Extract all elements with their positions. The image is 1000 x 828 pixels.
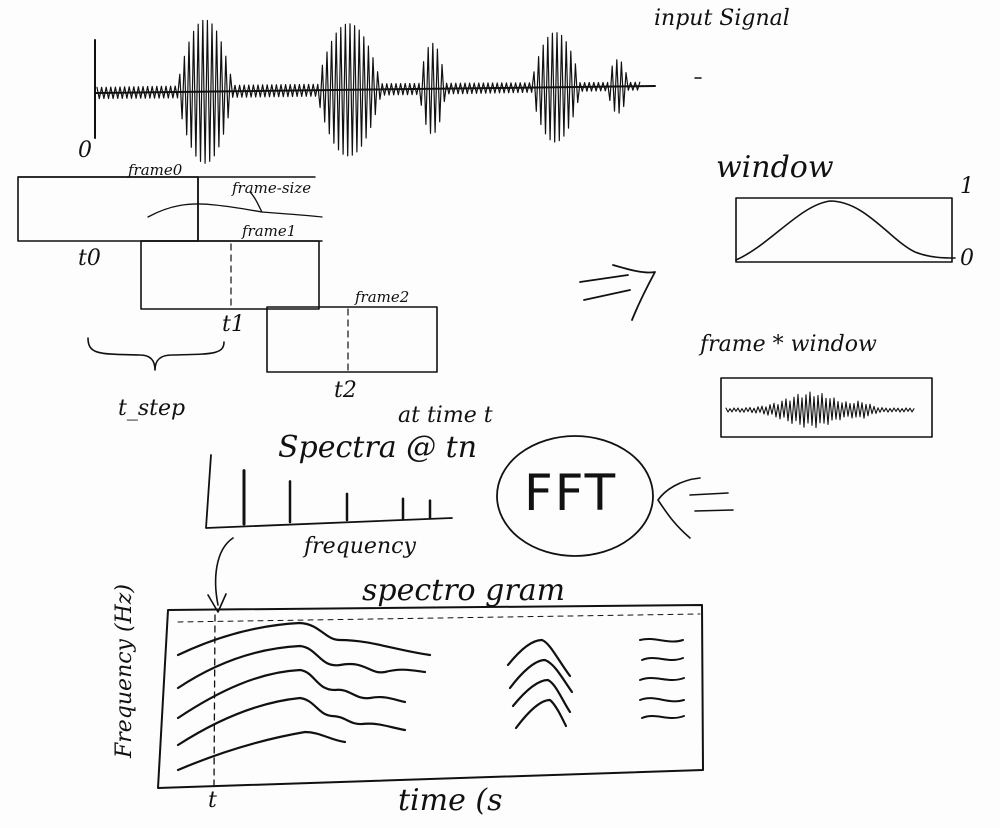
fft-group	[496, 435, 734, 557]
frame0-box	[17, 176, 199, 242]
pointer-head	[207, 593, 227, 613]
spectrogram-harmonic	[176, 696, 407, 747]
window-zero-label: 0	[960, 246, 974, 271]
spectrogram-tone	[639, 697, 685, 703]
arrow-line-lower	[583, 289, 631, 301]
spectra-axes	[205, 454, 453, 529]
window-one-label: 1	[960, 174, 974, 199]
frequency-hz-axis-label: Frequency (Hz)	[112, 584, 137, 758]
t-step-label: t_step	[118, 396, 186, 421]
frame-size-pointer	[249, 191, 263, 213]
window-label: window	[716, 150, 834, 185]
t2-label: t2	[334, 378, 357, 403]
input-signal-label: input Signal	[654, 6, 790, 31]
arrow-to-window	[579, 264, 656, 321]
arrow-head	[612, 264, 656, 321]
frame-size-label: frame-size	[232, 179, 312, 197]
frame0-label: frame0	[128, 161, 183, 179]
spectrogram-tone	[639, 638, 684, 643]
at-time-t-label: at time t	[398, 403, 493, 428]
fft-input-arrowhead	[657, 477, 701, 539]
t-step-brace	[87, 337, 225, 371]
time-t-marker-line	[213, 614, 216, 786]
frame1-label: frame1	[242, 222, 297, 240]
fft-input-line-1	[689, 492, 729, 496]
frame-times-window-label: frame * window	[700, 332, 877, 357]
spectrogram-harmonic	[176, 621, 432, 657]
signal-waveform	[96, 19, 641, 164]
spectrogram-harmonic	[176, 644, 427, 690]
spectrogram-tone	[641, 715, 685, 719]
spectrogram-harmonic	[176, 730, 347, 772]
t-marker-label: t	[208, 788, 217, 813]
spectrogram-chirp	[514, 698, 568, 730]
frame2-label: frame2	[355, 288, 410, 306]
window-curve	[735, 200, 956, 261]
input-signal-plot	[94, 19, 702, 164]
spectrogram-harmonic	[176, 668, 407, 720]
frame1-box	[140, 240, 320, 310]
spectra-plot	[205, 454, 453, 529]
fft-circle	[496, 435, 654, 557]
window-box	[735, 197, 953, 263]
fft-label: FFT	[524, 464, 618, 522]
spectrogram-tone	[641, 657, 684, 661]
time-s-axis-label: time (s	[398, 783, 503, 818]
arrow-line-upper	[579, 274, 629, 283]
frequency-label: frequency	[304, 534, 416, 559]
frame-window-plot	[720, 377, 933, 438]
spectrogram-chirp	[506, 638, 572, 678]
t1-label: t1	[222, 312, 245, 337]
spectrogram-chirp	[508, 658, 574, 694]
spectrogram-top-dash	[177, 613, 701, 623]
pointer-shaft	[214, 537, 234, 606]
spectrogram-chirp	[511, 678, 572, 714]
frames-group	[17, 176, 438, 373]
frame-size-bracket	[147, 203, 323, 218]
spectrogram-box	[157, 604, 704, 789]
spectrogram-plot	[157, 604, 704, 789]
frame-window-box	[720, 377, 933, 438]
spectrogram-tone	[639, 677, 685, 681]
origin-zero-label: 0	[78, 138, 92, 163]
window-plot	[735, 197, 956, 263]
frame2-box	[266, 306, 438, 373]
frame-window-waveform	[725, 391, 915, 429]
t0-label: t0	[78, 246, 101, 271]
spectra-to-spectrogram-arrow	[207, 537, 234, 613]
spectra-label: Spectra @ tn	[278, 430, 478, 465]
spectrogram-title: spectro gram	[362, 573, 566, 608]
fft-input-line-2	[694, 509, 734, 512]
